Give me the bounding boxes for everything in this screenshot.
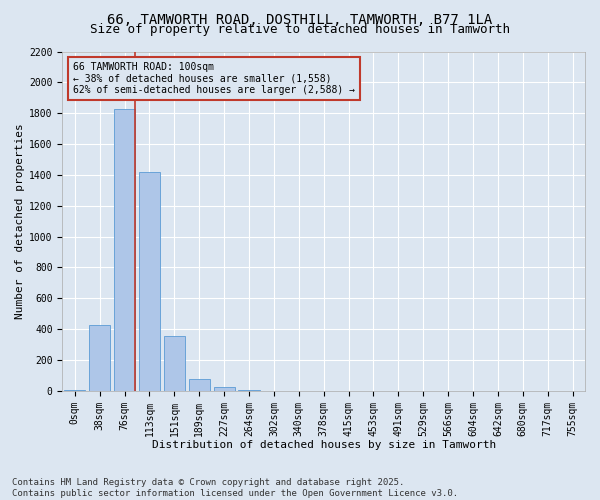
Y-axis label: Number of detached properties: Number of detached properties	[15, 124, 25, 319]
Text: 66 TAMWORTH ROAD: 100sqm
← 38% of detached houses are smaller (1,558)
62% of sem: 66 TAMWORTH ROAD: 100sqm ← 38% of detach…	[73, 62, 355, 95]
Bar	[139, 172, 160, 391]
Bar	[164, 336, 185, 391]
Bar	[214, 388, 235, 391]
Bar	[114, 108, 135, 391]
Bar	[188, 379, 210, 391]
Bar	[89, 324, 110, 391]
X-axis label: Distribution of detached houses by size in Tamworth: Distribution of detached houses by size …	[152, 440, 496, 450]
Text: Size of property relative to detached houses in Tamworth: Size of property relative to detached ho…	[90, 22, 510, 36]
Bar	[64, 390, 85, 391]
Text: Contains HM Land Registry data © Crown copyright and database right 2025.
Contai: Contains HM Land Registry data © Crown c…	[12, 478, 458, 498]
Text: 66, TAMWORTH ROAD, DOSTHILL, TAMWORTH, B77 1LA: 66, TAMWORTH ROAD, DOSTHILL, TAMWORTH, B…	[107, 12, 493, 26]
